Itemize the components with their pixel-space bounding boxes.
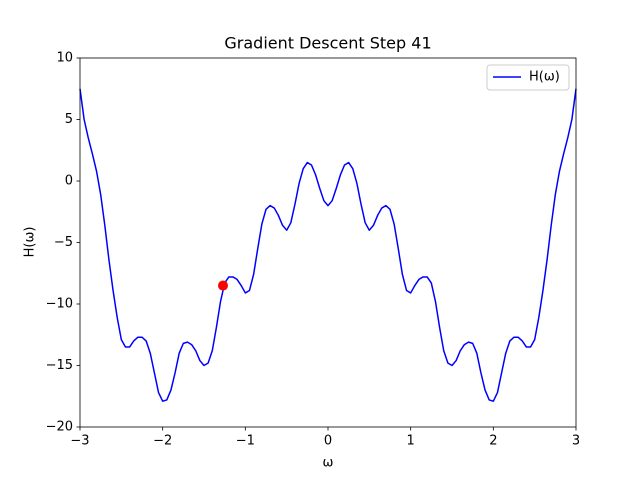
legend-label: H(ω) bbox=[529, 70, 560, 85]
x-tick-label: −3 bbox=[70, 434, 89, 449]
current-point bbox=[218, 280, 229, 291]
y-tick-label: 5 bbox=[65, 112, 73, 127]
legend-frame bbox=[486, 64, 570, 91]
y-tick-label: 10 bbox=[56, 51, 73, 66]
y-tick-label: −5 bbox=[54, 235, 73, 250]
x-tick-label: 1 bbox=[407, 434, 415, 449]
x-tick-label: −2 bbox=[153, 434, 172, 449]
y-tick-label: 0 bbox=[65, 174, 73, 189]
y-tick-label: −15 bbox=[46, 358, 73, 373]
x-axis-label: ω bbox=[323, 456, 334, 471]
y-axis-label: H(ω) bbox=[23, 227, 38, 258]
x-tick-label: 2 bbox=[489, 434, 497, 449]
x-tick-label: 3 bbox=[572, 434, 580, 449]
x-tick-label: −1 bbox=[236, 434, 255, 449]
data-line bbox=[79, 88, 577, 402]
x-tick-label: 0 bbox=[324, 434, 332, 449]
chart-title: Gradient Descent Step 41 bbox=[224, 34, 431, 53]
y-tick-label: −10 bbox=[46, 297, 73, 312]
y-tick-label: −20 bbox=[46, 420, 73, 435]
